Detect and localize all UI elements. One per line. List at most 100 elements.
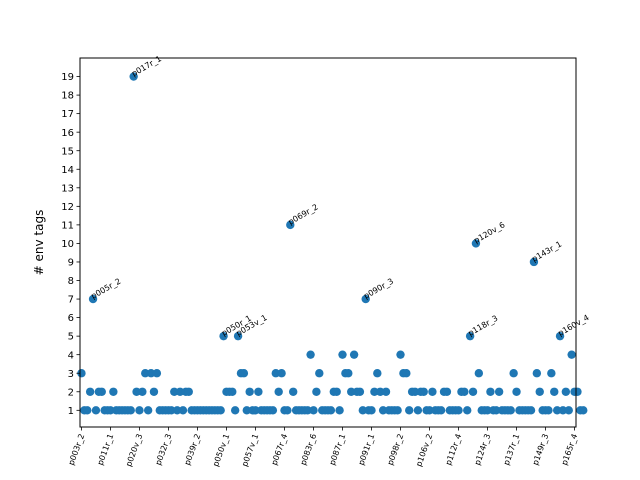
- data-point: [149, 387, 159, 396]
- data-point: [141, 369, 150, 378]
- y-tick-label: 13: [61, 183, 74, 194]
- data-point: [405, 406, 414, 415]
- data-point: [326, 406, 336, 415]
- data-point: [167, 406, 176, 415]
- data-point: [245, 387, 254, 396]
- data-point: [454, 406, 463, 415]
- y-tick-label: 1: [68, 406, 74, 417]
- data-point: [274, 387, 283, 396]
- data-point: [555, 331, 565, 341]
- data-point: [129, 72, 138, 81]
- y-tick-label: 5: [68, 332, 74, 343]
- y-axis-label: # env tags: [32, 210, 46, 276]
- y-tick-label: 6: [68, 313, 74, 324]
- data-point: [378, 406, 388, 415]
- data-point: [97, 387, 106, 396]
- y-tick-label: 7: [68, 295, 74, 306]
- data-point: [567, 350, 576, 359]
- plot-frame: [79, 57, 577, 428]
- y-tick-label: 15: [61, 146, 74, 157]
- data-point: [315, 369, 324, 378]
- y-tick-label: 14: [61, 165, 74, 176]
- y-tick-label: 3: [68, 369, 74, 380]
- data-point: [358, 406, 368, 415]
- data-point: [492, 406, 501, 415]
- data-point: [579, 406, 588, 415]
- data-point: [135, 406, 144, 415]
- data-point: [474, 369, 484, 378]
- data-point: [367, 406, 376, 415]
- data-point: [547, 369, 556, 378]
- data-point: [526, 406, 536, 415]
- data-point: [436, 406, 446, 415]
- data-point: [85, 387, 95, 396]
- data-point: [465, 331, 475, 341]
- data-point: [393, 406, 402, 415]
- data-point: [286, 220, 295, 230]
- y-tick-label: 12: [61, 202, 74, 213]
- data-point: [216, 406, 225, 415]
- y-tick-label: 18: [61, 91, 74, 102]
- y-tick-label: 10: [61, 239, 74, 250]
- data-point: [486, 387, 495, 396]
- data-point: [419, 387, 428, 396]
- data-point: [109, 387, 118, 396]
- data-point: [239, 369, 249, 378]
- data-point: [463, 406, 472, 415]
- data-point: [413, 406, 423, 415]
- data-point: [146, 369, 156, 378]
- y-tick-label: 11: [61, 220, 74, 231]
- data-point: [561, 387, 571, 396]
- data-point: [178, 406, 188, 415]
- data-point: [170, 387, 179, 396]
- y-tick-label: 2: [68, 387, 74, 398]
- data-point: [184, 387, 193, 396]
- data-point: [242, 406, 251, 415]
- data-point: [370, 387, 379, 396]
- data-point: [228, 387, 237, 396]
- data-point: [550, 387, 559, 396]
- data-point: [494, 387, 504, 396]
- data-point: [349, 350, 359, 359]
- data-point: [442, 387, 452, 396]
- data-point: [361, 294, 370, 304]
- data-point: [175, 387, 185, 396]
- data-point: [143, 406, 153, 415]
- data-point: [332, 387, 341, 396]
- data-point: [271, 369, 280, 378]
- data-point: [506, 406, 515, 415]
- data-point: [468, 387, 478, 396]
- data-point: [347, 387, 356, 396]
- data-point: [268, 406, 278, 415]
- data-point: [132, 387, 141, 396]
- data-point: [573, 387, 582, 396]
- data-point: [344, 369, 353, 378]
- data-point: [558, 406, 568, 415]
- data-point: [509, 369, 518, 378]
- data-point: [91, 406, 101, 415]
- data-point: [309, 406, 318, 415]
- data-point: [552, 406, 562, 415]
- data-point: [335, 406, 344, 415]
- data-point: [376, 387, 385, 396]
- data-point: [512, 387, 521, 396]
- data-point: [564, 406, 573, 415]
- data-point: [460, 387, 469, 396]
- data-point: [381, 387, 391, 396]
- data-point: [138, 387, 147, 396]
- data-point: [152, 369, 162, 378]
- data-point: [251, 406, 260, 415]
- data-point: [126, 406, 135, 415]
- points-layer: [77, 72, 588, 415]
- data-point: [254, 387, 263, 396]
- data-point: [277, 369, 286, 378]
- y-tick-label: 9: [68, 258, 74, 269]
- data-point: [425, 406, 434, 415]
- data-point: [532, 369, 542, 378]
- data-point: [428, 387, 437, 396]
- data-point: [373, 369, 382, 378]
- data-point: [471, 239, 481, 248]
- y-tick-label: 19: [61, 72, 74, 83]
